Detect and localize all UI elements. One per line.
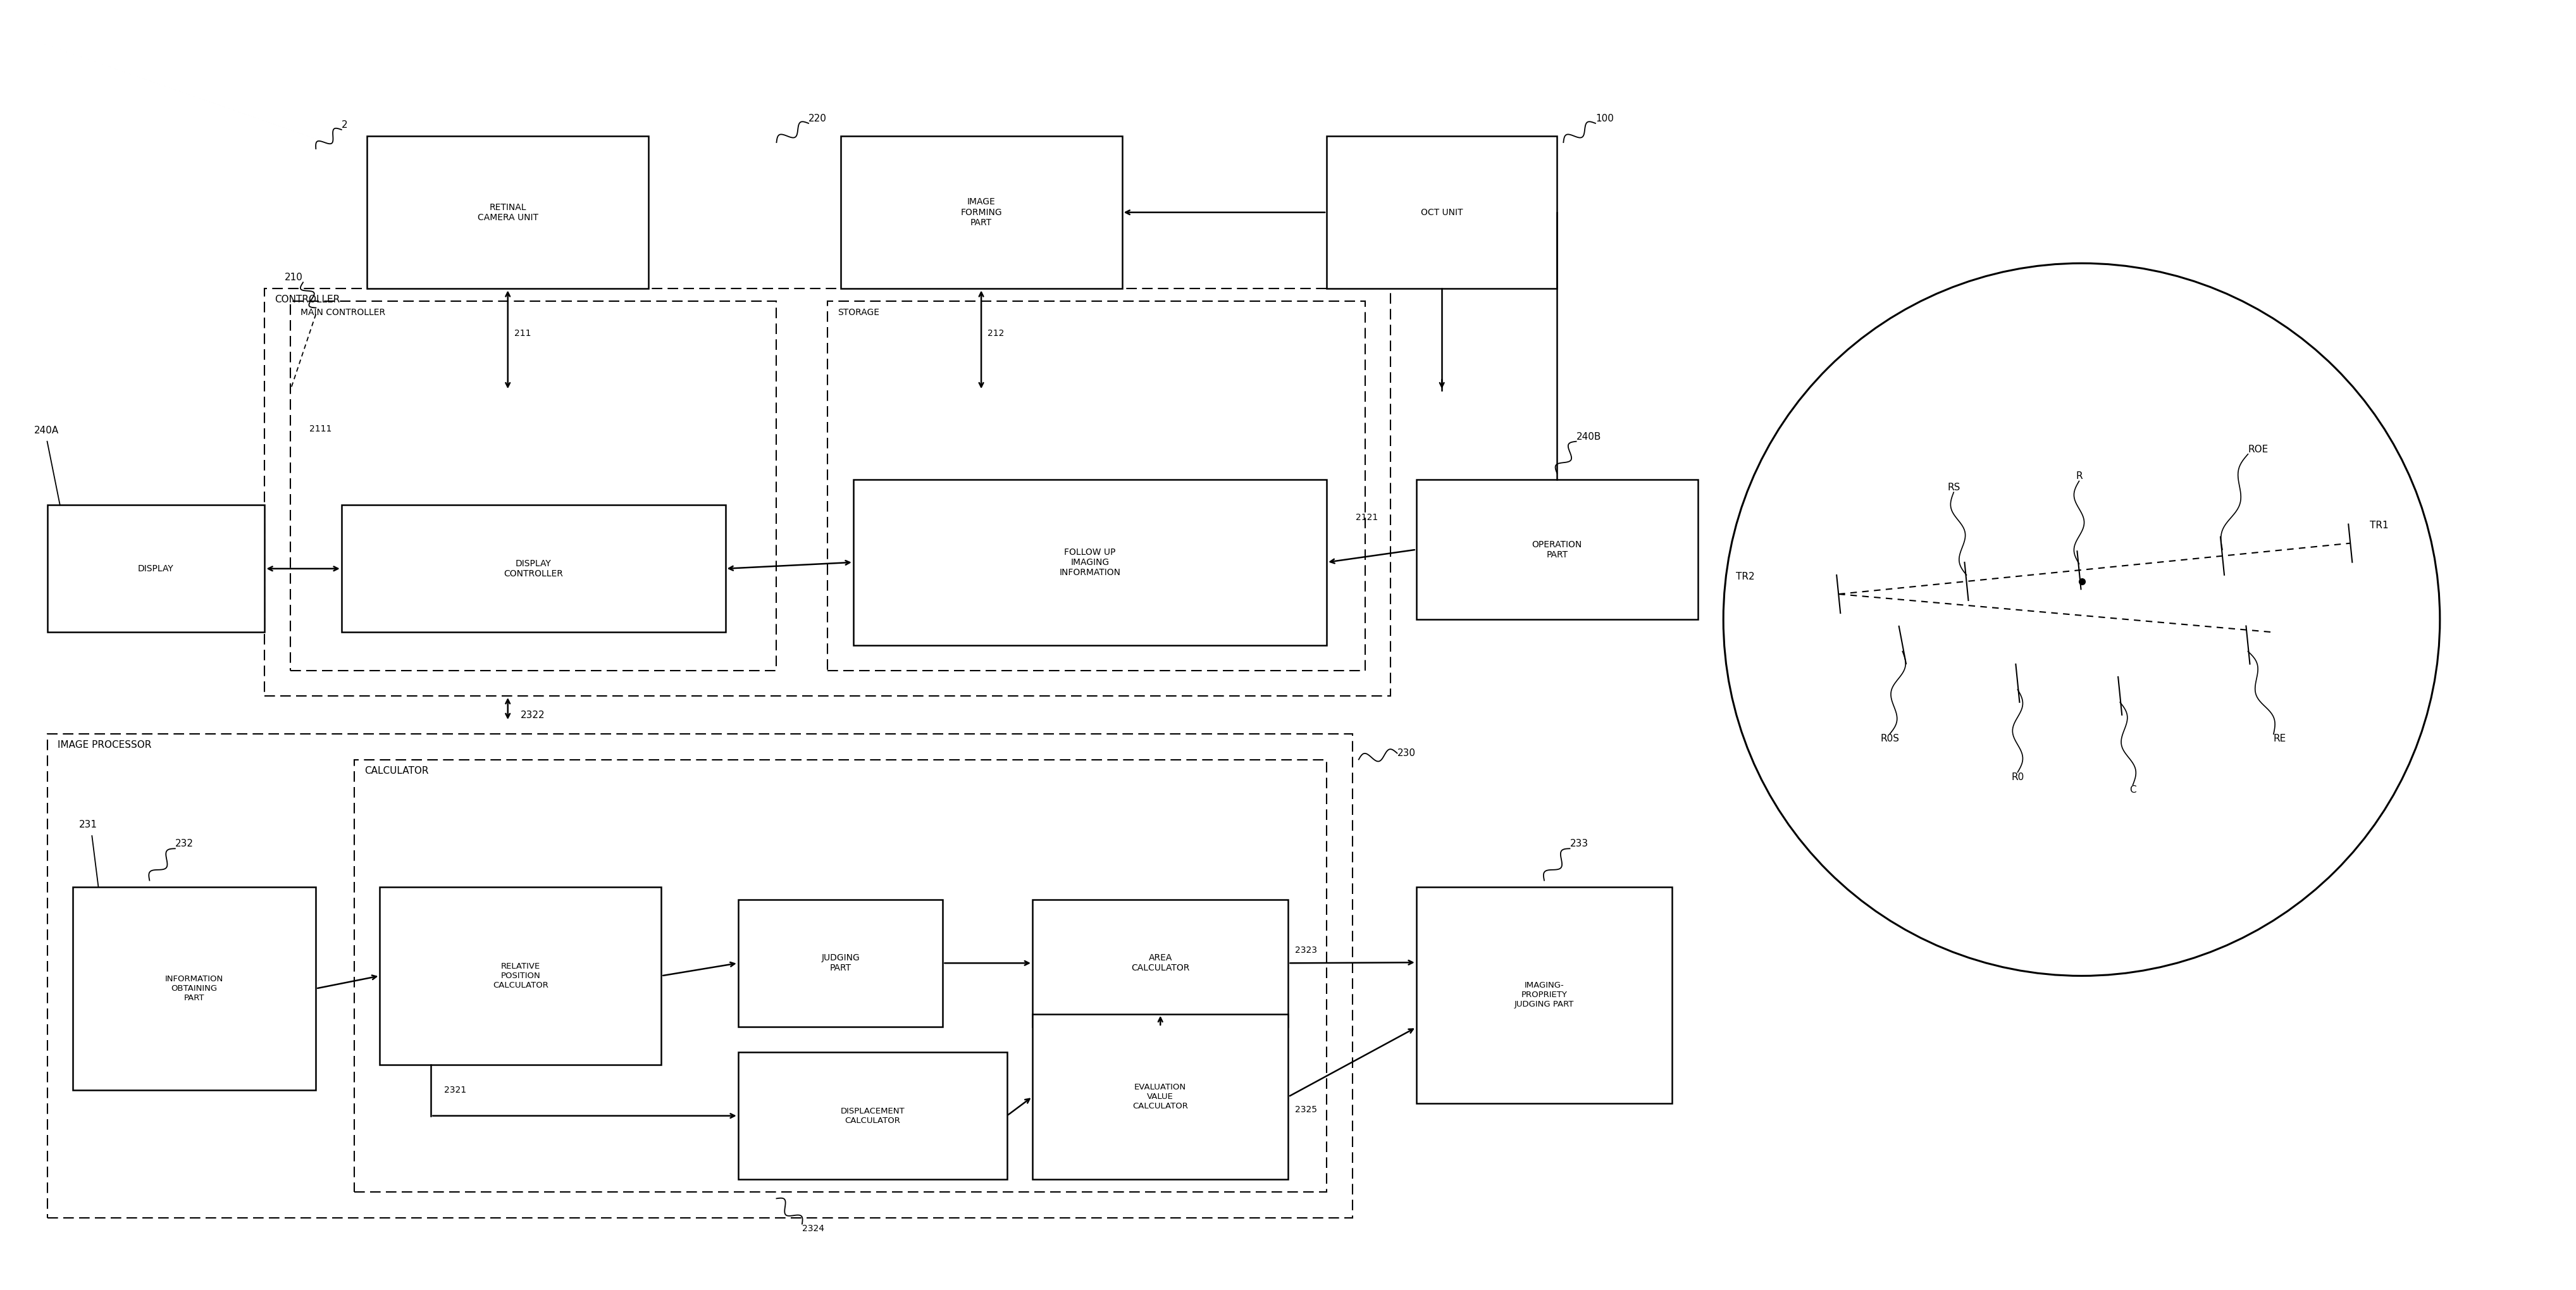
Text: 2111: 2111 (309, 424, 332, 433)
FancyBboxPatch shape (840, 135, 1121, 289)
Text: 240B: 240B (1577, 432, 1600, 441)
Text: RETINAL
CAMERA UNIT: RETINAL CAMERA UNIT (477, 203, 538, 222)
Text: INFORMATION
OBTAINING
PART: INFORMATION OBTAINING PART (165, 975, 224, 1002)
FancyBboxPatch shape (737, 1053, 1007, 1179)
Text: R: R (2076, 472, 2081, 481)
Text: IMAGING-
PROPRIETY
JUDGING PART: IMAGING- PROPRIETY JUDGING PART (1515, 982, 1574, 1009)
Text: TR1: TR1 (2370, 521, 2388, 530)
FancyBboxPatch shape (1327, 135, 1556, 289)
FancyBboxPatch shape (72, 886, 317, 1090)
Text: DISPLACEMENT
CALCULATOR: DISPLACEMENT CALCULATOR (840, 1107, 904, 1125)
Text: 212: 212 (987, 329, 1005, 338)
Text: DISPLAY: DISPLAY (139, 564, 173, 573)
Text: 2121: 2121 (1355, 513, 1378, 522)
Text: 233: 233 (1569, 839, 1587, 849)
Text: RE: RE (2272, 734, 2285, 743)
FancyBboxPatch shape (1033, 1014, 1288, 1179)
Text: CALCULATOR: CALCULATOR (363, 766, 428, 775)
Text: EVALUATION
VALUE
CALCULATOR: EVALUATION VALUE CALCULATOR (1133, 1084, 1188, 1111)
FancyBboxPatch shape (379, 886, 662, 1066)
Text: IMAGE
FORMING
PART: IMAGE FORMING PART (961, 197, 1002, 227)
Text: STORAGE: STORAGE (837, 308, 878, 316)
Text: DISPLAY
CONTROLLER: DISPLAY CONTROLLER (502, 559, 564, 578)
Text: R0S: R0S (1880, 734, 1899, 743)
FancyBboxPatch shape (853, 480, 1327, 645)
Text: 211: 211 (515, 329, 531, 338)
Text: 230: 230 (1396, 748, 1414, 759)
Text: 231: 231 (80, 820, 98, 829)
FancyBboxPatch shape (1033, 899, 1288, 1027)
Text: ROE: ROE (2246, 445, 2267, 454)
Text: MAIN CONTROLLER: MAIN CONTROLLER (301, 308, 386, 316)
Text: R0: R0 (2012, 773, 2025, 782)
FancyBboxPatch shape (1417, 886, 1672, 1103)
Text: 2321: 2321 (443, 1086, 466, 1095)
Text: OCT UNIT: OCT UNIT (1419, 208, 1463, 217)
FancyBboxPatch shape (366, 135, 649, 289)
Text: AREA
CALCULATOR: AREA CALCULATOR (1131, 953, 1190, 973)
Text: 100: 100 (1595, 114, 1613, 124)
FancyBboxPatch shape (737, 899, 943, 1027)
Text: 210: 210 (286, 273, 304, 283)
Text: 232: 232 (175, 839, 193, 849)
FancyBboxPatch shape (343, 504, 726, 632)
FancyBboxPatch shape (1417, 480, 1698, 619)
Text: 2322: 2322 (520, 711, 546, 720)
Text: 220: 220 (809, 114, 827, 124)
FancyBboxPatch shape (46, 504, 265, 632)
Text: IMAGE PROCESSOR: IMAGE PROCESSOR (57, 740, 152, 749)
Text: RELATIVE
POSITION
CALCULATOR: RELATIVE POSITION CALCULATOR (492, 962, 549, 989)
Text: CONTROLLER: CONTROLLER (276, 295, 340, 304)
Text: 2: 2 (343, 120, 348, 130)
Text: 2325: 2325 (1293, 1106, 1316, 1113)
Text: OPERATION
PART: OPERATION PART (1533, 541, 1582, 559)
Text: TR2: TR2 (1736, 571, 1754, 582)
Text: C: C (2128, 786, 2136, 795)
Text: FOLLOW UP
IMAGING
INFORMATION: FOLLOW UP IMAGING INFORMATION (1059, 548, 1121, 577)
Text: 2323: 2323 (1293, 946, 1316, 955)
Text: 2324: 2324 (801, 1224, 824, 1233)
Text: 240A: 240A (33, 426, 59, 435)
Text: JUDGING
PART: JUDGING PART (822, 953, 860, 973)
Text: RS: RS (1947, 482, 1960, 493)
